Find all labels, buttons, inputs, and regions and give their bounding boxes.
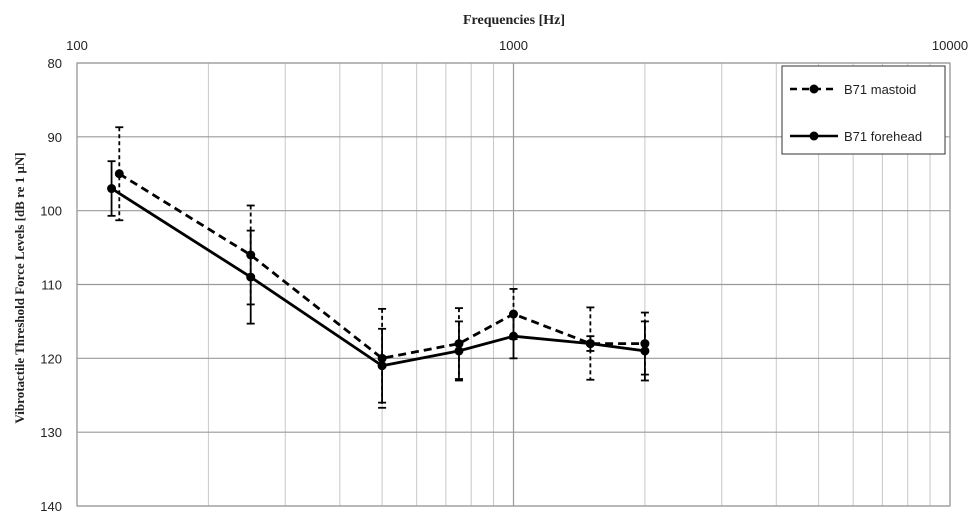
data-point-b71-mastoid	[454, 339, 464, 349]
data-point-b71-forehead	[377, 361, 387, 371]
data-point-b71-mastoid	[640, 339, 650, 349]
legend: B71 mastoid B71 forehead	[781, 65, 946, 155]
y-tick-label: 80	[48, 56, 62, 71]
data-point-b71-forehead	[585, 339, 595, 349]
y-tick-label: 120	[40, 351, 62, 366]
data-point-b71-forehead	[640, 346, 650, 356]
data-point-b71-forehead	[454, 346, 464, 356]
series-lines	[110, 172, 646, 368]
legend-label-mastoid: B71 mastoid	[844, 82, 916, 97]
legend-marker-mastoid	[809, 84, 819, 94]
legend-marker-forehead	[809, 131, 819, 141]
data-point-b71-mastoid	[509, 309, 518, 319]
data-point-b71-forehead	[509, 331, 518, 341]
x-axis-title: Frequencies [Hz]	[463, 13, 565, 28]
y-tick-label: 110	[41, 278, 62, 293]
y-tick-label: 130	[40, 425, 62, 440]
data-point-b71-mastoid	[246, 250, 256, 260]
y-axis-title: Vibrotactile Threshold Force Levels [dB …	[12, 152, 27, 423]
y-tick-label: 140	[40, 499, 62, 512]
data-point-b71-mastoid	[377, 353, 387, 363]
x-tick-label: 1000	[499, 38, 528, 53]
tick-labels: 100 1000 10000 80 90 100 110 120 130 140	[40, 38, 968, 512]
legend-box	[781, 65, 946, 155]
y-tick-label: 90	[48, 130, 62, 145]
data-point-b71-mastoid	[114, 169, 124, 179]
data-point-b71-forehead	[107, 184, 117, 194]
plot-area-border	[76, 62, 951, 507]
legend-label-forehead: B71 forehead	[844, 129, 922, 144]
x-tick-label: 100	[66, 38, 88, 53]
data-points	[107, 169, 650, 371]
series-line-b71-forehead	[110, 187, 646, 368]
y-tick-label: 100	[40, 204, 62, 219]
x-tick-label: 10000	[932, 38, 968, 53]
data-point-b71-forehead	[246, 272, 256, 282]
